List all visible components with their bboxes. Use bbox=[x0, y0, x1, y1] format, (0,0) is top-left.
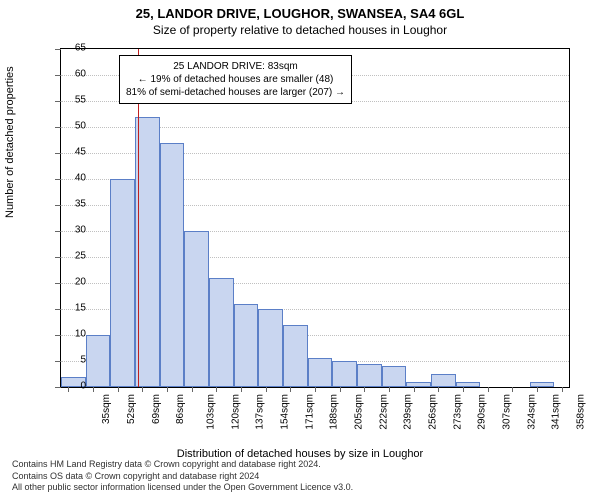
y-tick-label: 65 bbox=[75, 43, 86, 54]
x-tick bbox=[512, 387, 513, 392]
x-tick bbox=[389, 387, 390, 392]
x-tick-label: 154sqm bbox=[280, 394, 291, 430]
histogram-bar bbox=[184, 231, 209, 387]
x-tick-label: 341sqm bbox=[551, 394, 562, 430]
y-tick bbox=[55, 309, 61, 310]
annotation-box: 25 LANDOR DRIVE: 83sqm ← 19% of detached… bbox=[119, 55, 352, 104]
histogram-bar bbox=[332, 361, 357, 387]
footer-line-3: All other public sector information lice… bbox=[12, 482, 353, 494]
footer-attribution: Contains HM Land Registry data © Crown c… bbox=[12, 459, 353, 494]
x-tick bbox=[167, 387, 168, 392]
x-tick bbox=[216, 387, 217, 392]
x-tick-label: 273sqm bbox=[452, 394, 463, 430]
x-tick-label: 239sqm bbox=[403, 394, 414, 430]
y-tick bbox=[55, 283, 61, 284]
y-tick-label: 25 bbox=[75, 251, 86, 262]
x-tick bbox=[241, 387, 242, 392]
x-tick-label: 324sqm bbox=[526, 394, 537, 430]
x-tick bbox=[315, 387, 316, 392]
x-tick bbox=[266, 387, 267, 392]
x-tick-label: 290sqm bbox=[477, 394, 488, 430]
y-tick-label: 15 bbox=[75, 303, 86, 314]
x-tick bbox=[93, 387, 94, 392]
x-tick-label: 52sqm bbox=[126, 394, 137, 424]
y-tick-label: 45 bbox=[75, 147, 86, 158]
histogram-bar bbox=[110, 179, 135, 387]
histogram-bar bbox=[530, 382, 555, 387]
y-tick bbox=[55, 361, 61, 362]
x-tick-label: 188sqm bbox=[329, 394, 340, 430]
y-tick bbox=[55, 387, 61, 388]
chart-subtitle: Size of property relative to detached ho… bbox=[0, 21, 600, 37]
y-tick bbox=[55, 257, 61, 258]
y-tick-label: 5 bbox=[80, 355, 86, 366]
y-axis-label: Number of detached properties bbox=[4, 66, 16, 218]
y-tick bbox=[55, 49, 61, 50]
x-tick-label: 120sqm bbox=[230, 394, 241, 430]
y-tick bbox=[55, 231, 61, 232]
footer-line-1: Contains HM Land Registry data © Crown c… bbox=[12, 459, 353, 471]
annotation-line-2: ← 19% of detached houses are smaller (48… bbox=[126, 73, 345, 86]
histogram-bar bbox=[209, 278, 234, 387]
x-tick-label: 103sqm bbox=[206, 394, 217, 430]
x-tick-label: 358sqm bbox=[576, 394, 587, 430]
x-tick-label: 222sqm bbox=[378, 394, 389, 430]
y-tick-label: 35 bbox=[75, 199, 86, 210]
chart-title: 25, LANDOR DRIVE, LOUGHOR, SWANSEA, SA4 … bbox=[0, 0, 600, 21]
footer-line-2: Contains OS data © Crown copyright and d… bbox=[12, 471, 353, 483]
x-tick-label: 35sqm bbox=[101, 394, 112, 424]
annotation-line-1: 25 LANDOR DRIVE: 83sqm bbox=[126, 60, 345, 73]
x-tick bbox=[488, 387, 489, 392]
y-tick-label: 0 bbox=[80, 381, 86, 392]
page: { "title": "25, LANDOR DRIVE, LOUGHOR, S… bbox=[0, 0, 600, 500]
x-tick bbox=[142, 387, 143, 392]
x-tick-label: 137sqm bbox=[255, 394, 266, 430]
y-tick-label: 55 bbox=[75, 95, 86, 106]
x-tick-label: 256sqm bbox=[428, 394, 439, 430]
x-tick bbox=[562, 387, 563, 392]
y-tick-label: 60 bbox=[75, 69, 86, 80]
x-tick bbox=[68, 387, 69, 392]
chart-plot-area: 25 LANDOR DRIVE: 83sqm ← 19% of detached… bbox=[60, 48, 570, 388]
y-tick-label: 50 bbox=[75, 121, 86, 132]
y-tick-label: 20 bbox=[75, 277, 86, 288]
y-tick-label: 40 bbox=[75, 173, 86, 184]
histogram-bar bbox=[234, 304, 259, 387]
y-tick-label: 10 bbox=[75, 329, 86, 340]
y-tick bbox=[55, 179, 61, 180]
x-tick bbox=[463, 387, 464, 392]
x-tick bbox=[414, 387, 415, 392]
y-tick bbox=[55, 75, 61, 76]
x-tick bbox=[537, 387, 538, 392]
histogram-bar bbox=[283, 325, 308, 387]
x-tick-label: 86sqm bbox=[175, 394, 186, 424]
x-tick-label: 69sqm bbox=[151, 394, 162, 424]
histogram-bar bbox=[308, 358, 333, 387]
x-tick bbox=[340, 387, 341, 392]
annotation-line-3: 81% of semi-detached houses are larger (… bbox=[126, 86, 345, 99]
y-tick-label: 30 bbox=[75, 225, 86, 236]
x-tick bbox=[438, 387, 439, 392]
y-tick bbox=[55, 153, 61, 154]
histogram-bar bbox=[357, 364, 382, 387]
x-tick-label: 171sqm bbox=[304, 394, 315, 430]
y-tick bbox=[55, 205, 61, 206]
x-tick-label: 205sqm bbox=[354, 394, 365, 430]
histogram-bar bbox=[431, 374, 456, 387]
histogram-bar bbox=[456, 382, 481, 387]
histogram-bar bbox=[86, 335, 111, 387]
x-tick bbox=[192, 387, 193, 392]
histogram-bar bbox=[258, 309, 283, 387]
histogram-bar bbox=[160, 143, 185, 387]
x-tick bbox=[364, 387, 365, 392]
histogram-bar bbox=[406, 382, 431, 387]
y-tick bbox=[55, 335, 61, 336]
x-tick-label: 307sqm bbox=[502, 394, 513, 430]
y-tick bbox=[55, 127, 61, 128]
histogram-bar bbox=[382, 366, 407, 387]
x-tick bbox=[290, 387, 291, 392]
y-tick bbox=[55, 101, 61, 102]
x-tick bbox=[118, 387, 119, 392]
